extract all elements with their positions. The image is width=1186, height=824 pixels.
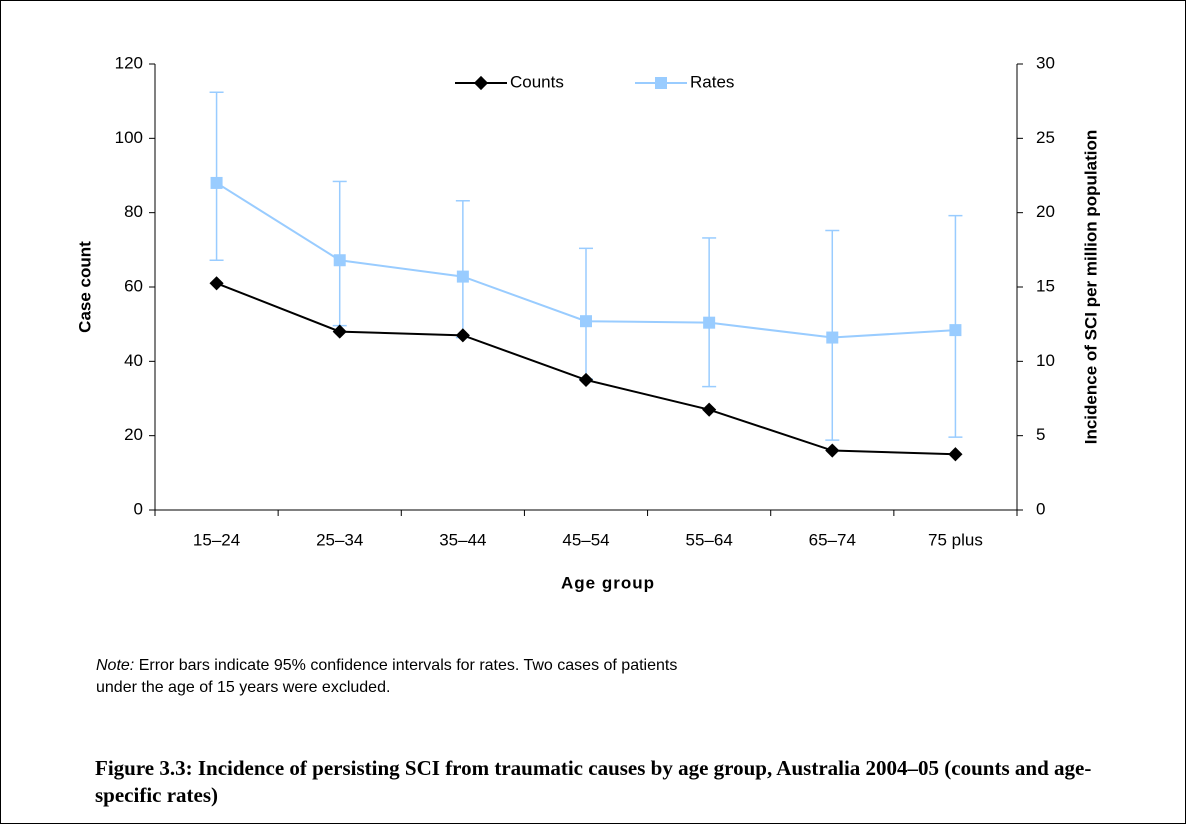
marker <box>333 254 346 267</box>
chart: Age group Case count Incidence of SCI pe… <box>75 53 1100 592</box>
marker <box>825 443 840 458</box>
x-tick-label: 15–24 <box>193 530 240 549</box>
x-tick-label: 45–54 <box>562 530 609 549</box>
marker <box>578 372 594 387</box>
marker <box>702 402 717 417</box>
y2-tick-label: 10 <box>1036 351 1055 370</box>
marker <box>703 316 716 329</box>
marker <box>332 324 347 339</box>
y-tick-label: 40 <box>124 351 143 370</box>
x-tick-label: 55–64 <box>686 530 733 549</box>
y2-tick-label: 30 <box>1036 53 1055 72</box>
y-tick-label: 60 <box>124 276 143 295</box>
marker <box>210 176 223 189</box>
y2-axis-title: Incidence of SCI per million population <box>1081 130 1100 445</box>
note: Note: Error bars indicate 95% confidence… <box>96 655 696 699</box>
y-axis-title: Case count <box>75 241 94 333</box>
legend-marker <box>655 77 667 89</box>
marker <box>209 276 224 291</box>
note-text: Error bars indicate 95% confidence inter… <box>96 657 678 696</box>
x-tick-label: 35–44 <box>439 530 486 549</box>
x-axis-title: Age group <box>561 573 655 592</box>
marker <box>949 324 962 337</box>
y-tick-label: 100 <box>115 128 143 147</box>
y2-tick-label: 25 <box>1036 128 1055 147</box>
marker <box>948 447 963 462</box>
legend-marker <box>473 75 489 91</box>
legend-label: Rates <box>690 72 734 91</box>
legend-label: Counts <box>510 72 564 91</box>
marker <box>580 315 592 328</box>
y-tick-label: 120 <box>115 53 143 72</box>
y-tick-label: 0 <box>134 499 143 518</box>
caption: Figure 3.3: Incidence of persisting SCI … <box>95 756 1092 807</box>
y2-tick-label: 5 <box>1036 425 1045 444</box>
y2-tick-label: 15 <box>1036 276 1055 295</box>
marker <box>456 270 469 283</box>
x-tick-label: 75 plus <box>928 530 983 549</box>
y-tick-label: 20 <box>124 425 143 444</box>
marker <box>826 331 839 344</box>
y2-tick-label: 0 <box>1036 499 1045 518</box>
y2-tick-label: 20 <box>1036 202 1055 221</box>
note-label: Note: <box>96 657 135 674</box>
x-tick-label: 25–34 <box>316 530 363 549</box>
marker <box>455 328 470 343</box>
x-tick-label: 65–74 <box>809 530 856 549</box>
y-tick-label: 80 <box>124 202 143 221</box>
